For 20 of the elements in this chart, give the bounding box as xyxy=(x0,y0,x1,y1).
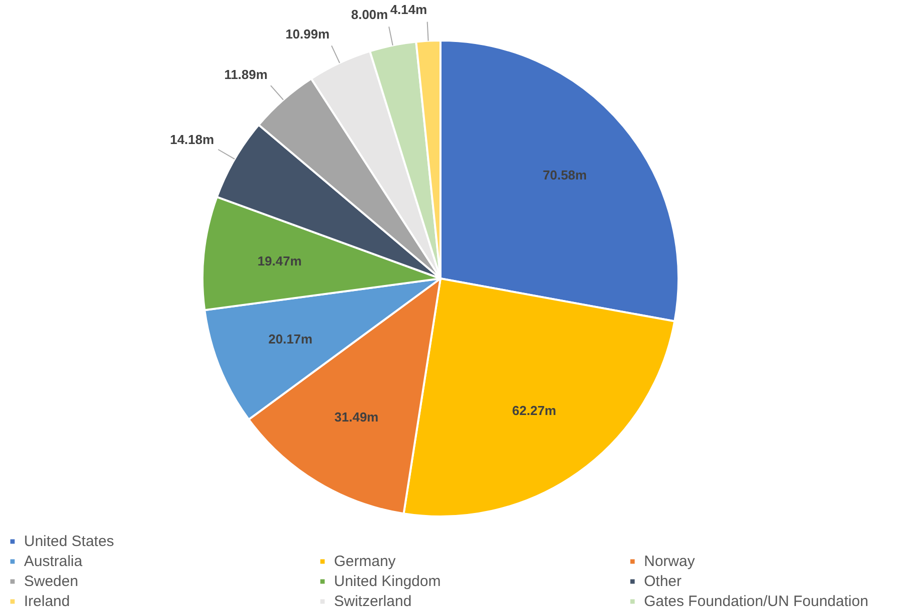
legend-label: United Kingdom xyxy=(334,572,441,590)
data-label: 8.00m xyxy=(351,7,388,22)
legend-label: Other xyxy=(644,572,682,590)
data-label: 70.58m xyxy=(542,167,587,182)
data-label: 19.47m xyxy=(258,254,302,269)
data-label: 20.17m xyxy=(268,332,312,347)
legend-label: Switzerland xyxy=(334,592,412,610)
data-label: 10.99m xyxy=(285,26,330,42)
legend-label: Germany xyxy=(334,552,396,570)
data-label: 11.89m xyxy=(224,66,268,82)
data-label: 14.18m xyxy=(170,132,214,148)
legend-label: Sweden xyxy=(24,572,78,590)
legend-label: United States xyxy=(24,532,114,550)
legend-label: Norway xyxy=(644,552,695,570)
data-label: 4.14m xyxy=(390,2,428,18)
data-label: 31.49m xyxy=(334,409,378,424)
data-label: 62.27m xyxy=(512,402,556,418)
legend-label: Australia xyxy=(24,552,82,570)
legend-label: Ireland xyxy=(24,592,70,610)
legend-label: Gates Foundation/UN Foundation xyxy=(644,592,868,610)
